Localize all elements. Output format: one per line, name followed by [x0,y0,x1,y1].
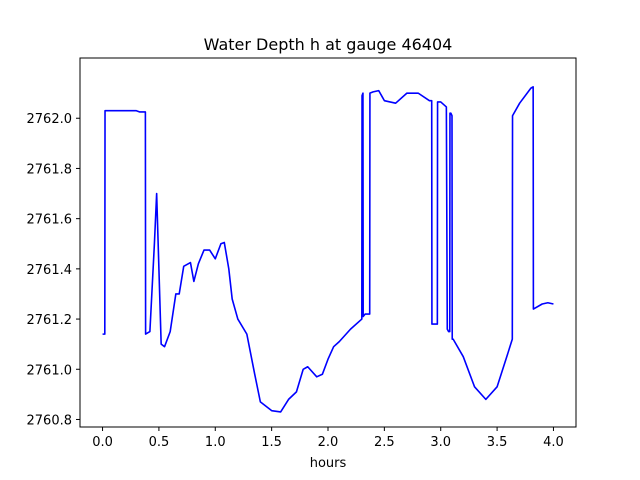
chart-title: Water Depth h at gauge 46404 [204,35,453,54]
y-tick-label: 2761.4 [27,263,73,278]
x-tick-label: 3.5 [487,435,508,450]
x-tick-label: 1.5 [261,435,282,450]
y-tick-label: 2761.2 [27,313,73,328]
x-tick-label: 1.0 [205,435,226,450]
plot-frame [79,57,577,428]
y-tick-label: 2761.8 [27,162,73,177]
x-tick-label: 3.0 [430,435,451,450]
x-axis: 0.0 0.5 1.0 1.5 2.0 2.5 3.0 3.5 4.0 [92,427,564,450]
x-axis-label: hours [310,456,347,471]
y-tick-label: 2760.8 [27,413,73,428]
y-tick-label: 2762.0 [27,112,73,127]
x-tick-label: 0.0 [92,435,113,450]
x-tick-label: 0.5 [149,435,170,450]
x-tick-label: 4.0 [543,435,564,450]
y-tick-label: 2761.0 [27,363,73,378]
x-tick-label: 2.5 [374,435,395,450]
y-tick-label: 2761.6 [27,213,73,228]
plot-area [102,86,554,413]
series-line-0 [102,86,554,413]
y-axis: 2760.8 2761.0 2761.2 2761.4 2761.6 2761.8 2762… [27,112,80,428]
x-tick-label: 2.0 [318,435,339,450]
